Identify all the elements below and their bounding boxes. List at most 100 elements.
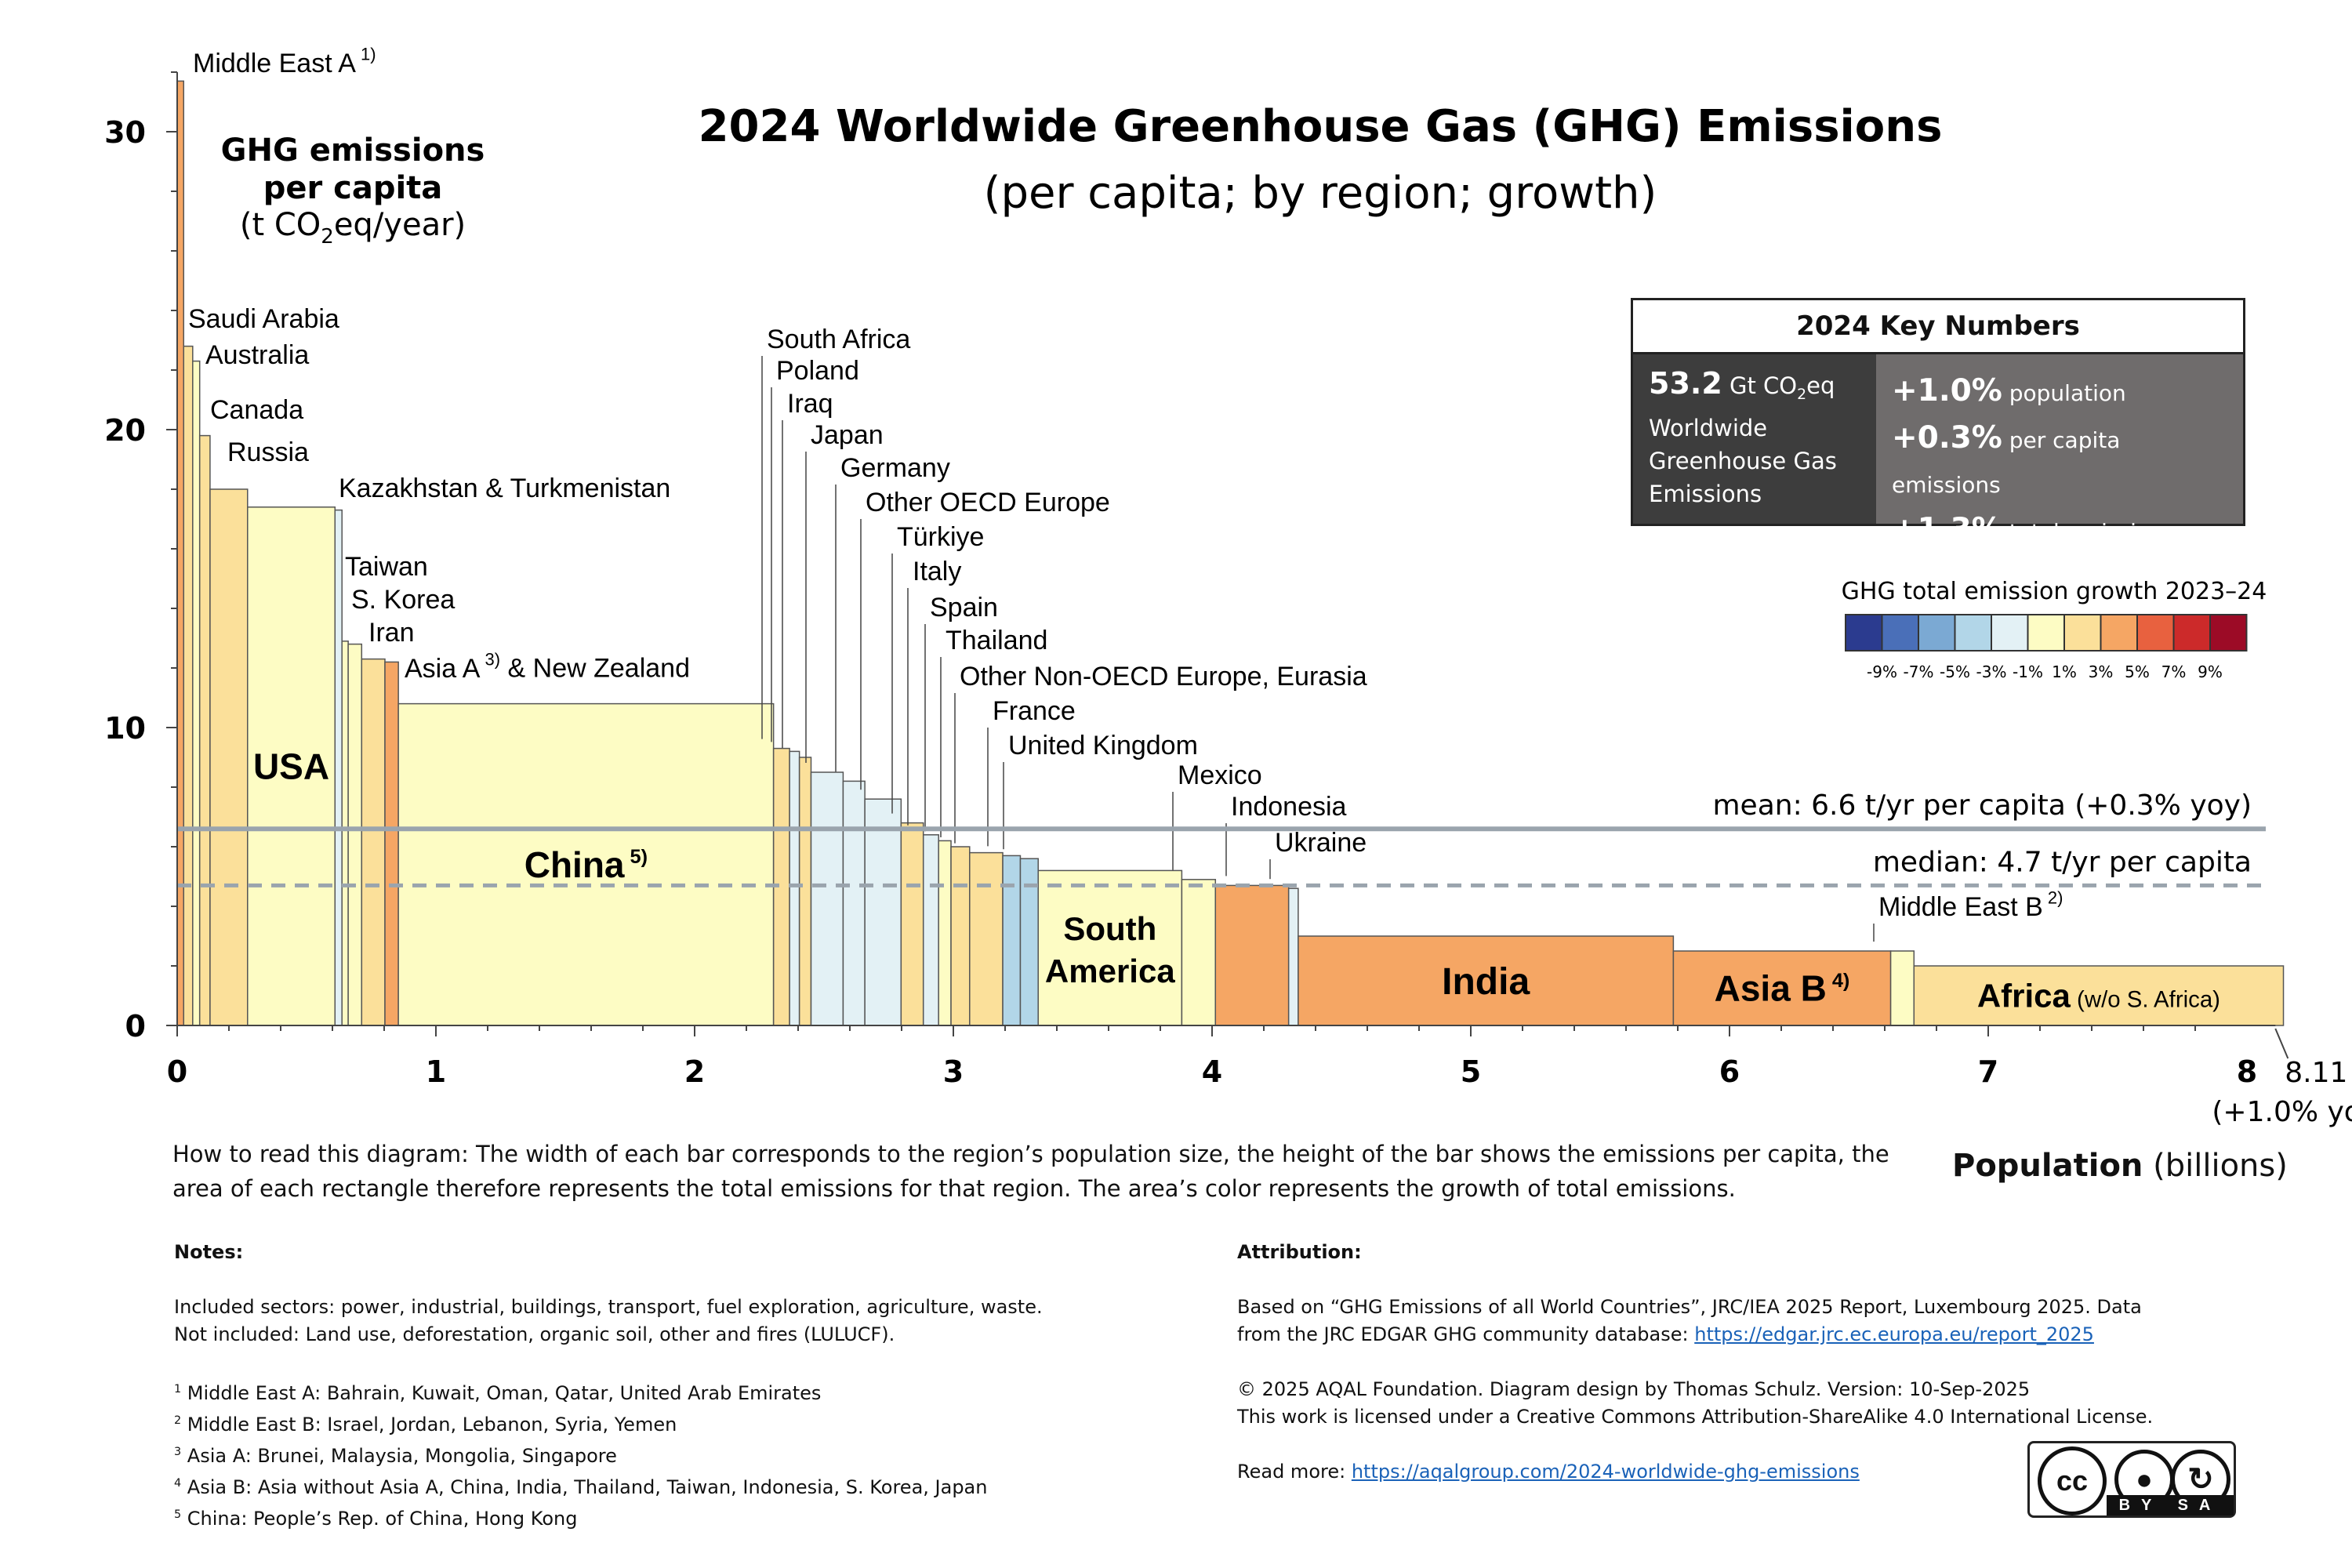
x-axis-label-bold: Population — [1952, 1148, 2143, 1184]
bar-france — [1002, 855, 1022, 1026]
cc-label: BY SA — [2107, 1495, 2234, 1515]
region-label: Poland — [776, 356, 859, 386]
bar-kazakhstan-turkmenistan — [334, 509, 343, 1026]
y-axis-label-1: GHG emissions — [221, 132, 485, 169]
region-label: Taiwan — [345, 552, 428, 582]
region-label: S. Korea — [351, 585, 455, 615]
y-tick-label: 20 — [104, 413, 146, 448]
region-label-inside: South — [1063, 910, 1156, 947]
bar-other-non-oecd-europe-eurasia — [969, 851, 1004, 1026]
region-label: Kazakhstan & Turkmenistan — [339, 474, 670, 503]
key-total-value: 53.2 — [1649, 366, 1722, 401]
region-label: Iran — [368, 618, 415, 648]
bar-japan — [810, 771, 844, 1026]
x-tick-label: 3 — [943, 1054, 964, 1089]
bar-germany — [842, 780, 866, 1026]
bar-asia-a — [384, 661, 399, 1026]
total-pop-leader — [2274, 1028, 2289, 1059]
axes: 0 10 20 30 0 1 2 3 4 5 6 7 8 8.11 (+1.0% yoy) — [104, 71, 2352, 1128]
footnote-item: 3 Asia A: Brunei, Malaysia, Mongolia, Si… — [174, 1445, 617, 1467]
y-axis-label-unit: (t CO2eq/year) — [240, 207, 466, 249]
region-label-inside: America — [1045, 953, 1175, 989]
region-label: Indonesia — [1231, 792, 1347, 822]
bar-canada — [198, 434, 211, 1026]
region-label: Saudi Arabia — [188, 304, 339, 334]
region-label-inside: USA — [253, 746, 329, 787]
attribution-source-2: from the JRC EDGAR GHG community databas… — [1237, 1321, 2256, 1348]
bar-poland — [789, 750, 800, 1026]
bar-t-rkiye — [900, 822, 924, 1026]
legend-tick-label: -1% — [2013, 662, 2043, 681]
footnote-item: 5 China: People’s Rep. of China, Hong Ko… — [174, 1508, 578, 1530]
x-tick-label: 1 — [426, 1054, 446, 1089]
notes-section: Notes: Included sectors: power, industri… — [174, 1239, 1193, 1533]
region-label: France — [993, 696, 1076, 726]
read-more-link[interactable]: https://aqalgroup.com/2024-worldwide-ghg… — [1351, 1461, 1860, 1483]
bar-mexico — [1181, 879, 1217, 1026]
key-item-value: +0.3% — [1892, 420, 2002, 456]
region-label: Germany — [840, 453, 950, 483]
legend-tick-label: 5% — [2125, 662, 2150, 681]
x-tick-label: 7 — [1978, 1054, 1998, 1089]
footnote-item: 4 Asia B: Asia without Asia A, China, In… — [174, 1476, 988, 1498]
key-total-desc-3: Emissions — [1649, 480, 1762, 507]
legend-swatch — [2136, 614, 2175, 652]
region-label: Ukraine — [1275, 828, 1367, 858]
legend-swatch — [2027, 614, 2065, 652]
legend-swatch — [2063, 614, 2102, 652]
notes-heading: Notes: — [174, 1241, 244, 1263]
edgar-link[interactable]: https://edgar.jrc.ec.europa.eu/report_20… — [1694, 1323, 2094, 1345]
legend-tick-label: 7% — [2161, 662, 2187, 681]
legend-swatch — [1881, 614, 1919, 652]
bar-taiwan — [341, 641, 349, 1026]
median-label: median: 4.7 t/yr per capita — [1873, 846, 2252, 878]
reference-lines: mean: 6.6 t/yr per capita (+0.3% yoy) med… — [177, 789, 2266, 887]
license-text: This work is licensed under a Creative C… — [1237, 1406, 2154, 1428]
notes-sectors: Included sectors: power, industrial, bui… — [174, 1296, 1043, 1318]
bar-ukraine — [1287, 887, 1299, 1026]
growth-legend: GHG total emission growth 2023–24-9% -7% -… — [1842, 578, 2267, 681]
key-item-label: per capita emissions — [1892, 427, 2121, 498]
legend-tick-label: -7% — [1904, 662, 1934, 681]
read-more: Read more: https://aqalgroup.com/2024-wo… — [1237, 1458, 2256, 1486]
legend-swatch — [1918, 614, 1956, 652]
bar-italy — [922, 834, 939, 1026]
mean-label: mean: 6.6 t/yr per capita (+0.3% yoy) — [1712, 789, 2252, 822]
x-total-growth: (+1.0% yoy) — [2212, 1096, 2352, 1128]
how-to-read: How to read this diagram: The width of e… — [172, 1141, 1889, 1202]
cc-icon: cc — [2038, 1446, 2107, 1515]
key-item-value: +1.0% — [1892, 373, 2002, 408]
chart-title: 2024 Worldwide Greenhouse Gas (GHG) Emis… — [699, 101, 1943, 152]
region-label: Middle East B 2) — [1878, 888, 2063, 922]
region-label: Middle East A 1) — [193, 45, 376, 78]
bar-south-america — [1037, 869, 1183, 1026]
x-axis-label-unit: (billions) — [2143, 1148, 2288, 1184]
key-numbers-heading: 2024 Key Numbers — [1631, 298, 2245, 354]
key-total-desc-1: Worldwide — [1649, 414, 1768, 441]
footnote-item: 1 Middle East A: Bahrain, Kuwait, Oman, … — [174, 1382, 822, 1404]
bar-africa — [1913, 965, 2285, 1026]
region-label: Mexico — [1178, 760, 1262, 790]
legend-tick-label: 3% — [2089, 662, 2114, 681]
copyright-text: © 2025 AQAL Foundation. Diagram design b… — [1237, 1378, 2031, 1400]
bar-iran — [361, 658, 386, 1026]
region-label: Asia A 3) & New Zealand — [405, 650, 690, 684]
key-total-unit: Gt CO2eq — [1729, 372, 1835, 403]
attribution-heading: Attribution: — [1237, 1241, 1362, 1263]
y-tick-label: 30 — [104, 115, 146, 150]
key-item: +0.3% per capita emissions — [1892, 416, 2227, 507]
x-tick-label: 5 — [1461, 1054, 1481, 1089]
key-total-panel: 53.2 Gt CO2eq Worldwide Greenhouse Gas E… — [1633, 354, 1876, 524]
region-label: Japan — [811, 420, 884, 450]
cc-license-badge[interactable]: cc ● ↻ BY SA — [2027, 1441, 2236, 1518]
region-label: Other OECD Europe — [866, 488, 1110, 517]
bar-indonesia — [1214, 884, 1290, 1026]
x-tick-label: 4 — [1202, 1054, 1222, 1089]
bar-saudi-arabia — [183, 345, 194, 1026]
notes-excluded: Not included: Land use, deforestation, o… — [174, 1323, 895, 1345]
region-label: Russia — [227, 437, 309, 467]
footnote-item: 2 Middle East B: Israel, Jordan, Lebanon… — [174, 1414, 677, 1436]
x-axis-label: Population (billions) — [1952, 1148, 2288, 1184]
bar-china — [397, 702, 775, 1026]
